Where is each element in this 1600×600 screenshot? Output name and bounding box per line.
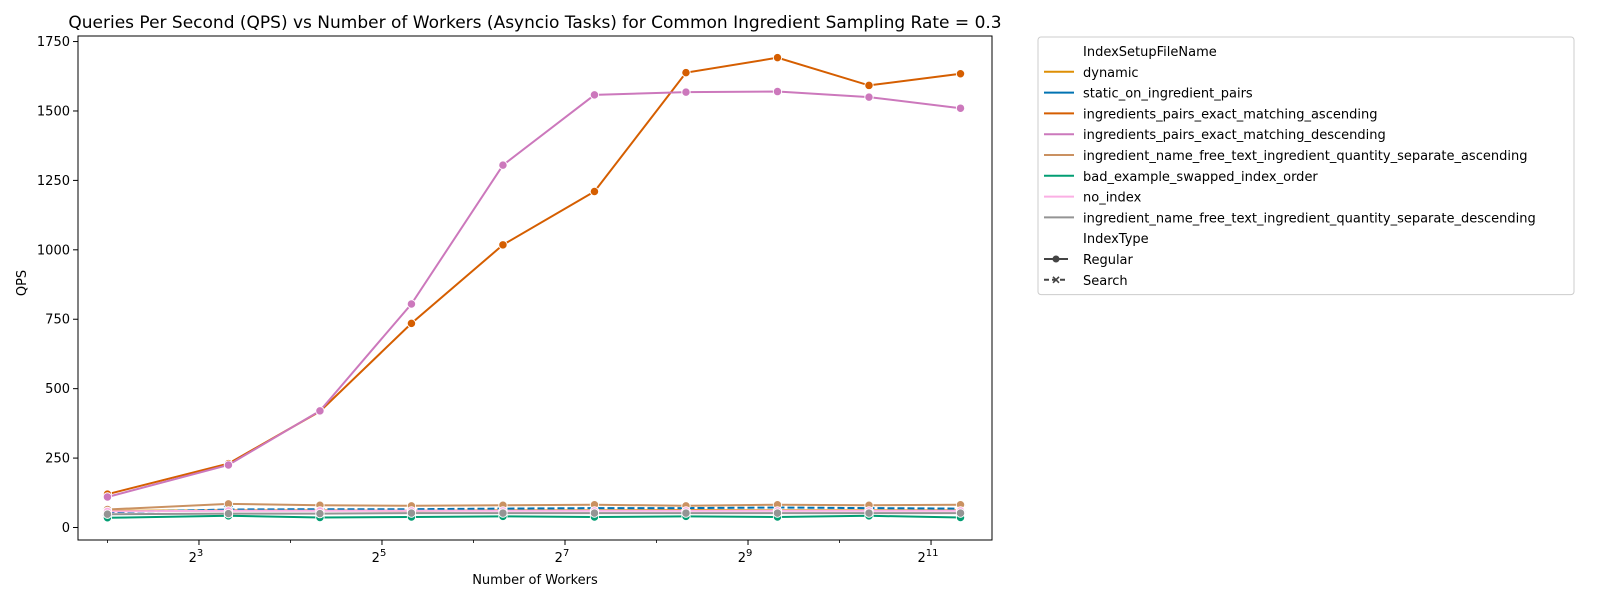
series-line-6 <box>107 509 961 513</box>
data-point <box>955 103 966 113</box>
x-tick-label: 25 <box>372 548 387 566</box>
y-tick-label: 1750 <box>37 35 70 50</box>
y-tick-label: 250 <box>45 452 70 467</box>
data-point <box>223 460 234 470</box>
data-point <box>498 240 508 250</box>
data-point <box>315 508 325 519</box>
x-tick-label: 23 <box>189 548 204 566</box>
data-point <box>955 508 966 518</box>
data-point <box>772 53 783 63</box>
legend-style-swatch <box>1044 255 1068 263</box>
data-point <box>102 492 113 502</box>
y-axis-label: QPS <box>15 270 30 296</box>
y-tick-label: 500 <box>45 382 70 397</box>
legend-entry: ingredients_pairs_exact_matching_descend… <box>1083 128 1386 143</box>
legend-style-entry: Search <box>1083 274 1128 289</box>
series-line-1 <box>107 506 961 514</box>
x-tick-label: 211 <box>918 548 939 566</box>
data-point <box>589 186 600 197</box>
x-tick-label: 27 <box>555 548 570 566</box>
data-point <box>102 509 113 519</box>
series-line-5 <box>107 514 961 519</box>
legend-entry: ingredient_name_free_text_ingredient_qua… <box>1083 149 1527 164</box>
data-point <box>772 508 783 518</box>
legend-hue-title: IndexSetupFileName <box>1083 45 1217 60</box>
x-axis-label: Number of Workers <box>472 573 598 588</box>
data-point <box>681 68 691 78</box>
series-line-2 <box>107 56 961 496</box>
data-point <box>223 508 234 519</box>
data-point <box>864 80 874 91</box>
legend-entry: ingredient_name_free_text_ingredient_qua… <box>1083 211 1536 226</box>
series-line-3 <box>107 90 961 498</box>
legend-entry: no_index <box>1083 191 1142 206</box>
data-point <box>498 160 508 170</box>
y-tick-label: 1000 <box>37 243 70 258</box>
series-line-4 <box>107 502 961 511</box>
legend-style-title: IndexType <box>1083 232 1149 247</box>
chart-title: Queries Per Second (QPS) vs Number of Wo… <box>68 13 1001 33</box>
y-tick-label: 750 <box>45 313 70 328</box>
data-point <box>681 87 691 97</box>
legend: IndexSetupFileName dynamic static_on_ingre… <box>1037 36 1575 296</box>
data-point <box>315 406 325 416</box>
data-point <box>955 69 966 79</box>
data-point <box>589 508 600 518</box>
y-tick-label: 1500 <box>37 104 70 119</box>
data-point <box>406 318 417 329</box>
legend-entry: static_on_ingredient_pairs <box>1083 87 1253 102</box>
data-point <box>681 508 691 518</box>
data-point <box>406 508 417 518</box>
plot-frame <box>77 35 993 541</box>
data-point <box>772 86 783 97</box>
legend-entry: ingredients_pairs_exact_matching_ascendi… <box>1083 107 1377 122</box>
y-tick-label: 0 <box>62 521 70 536</box>
legend-style-entry: Regular <box>1083 253 1134 268</box>
data-point <box>498 508 508 518</box>
data-point <box>589 90 600 100</box>
y-tick-label: 1250 <box>37 174 70 189</box>
legend-entry: dynamic <box>1083 66 1139 81</box>
legend-box <box>1037 36 1575 296</box>
data-point <box>864 508 874 518</box>
data-point <box>406 299 417 309</box>
legend-entry: bad_example_swapped_index_order <box>1083 170 1318 185</box>
x-tick-label: 29 <box>738 548 753 566</box>
series-line-7 <box>107 512 961 516</box>
data-point <box>864 92 874 102</box>
legend-style-swatch <box>1044 276 1068 284</box>
